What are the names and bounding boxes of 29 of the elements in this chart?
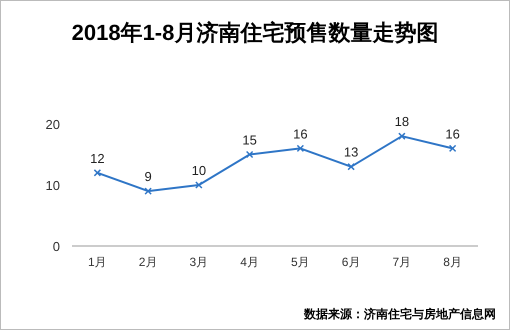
source-note: 数据来源：济南住宅与房地产信息网	[303, 307, 496, 321]
point	[296, 144, 304, 152]
data-label: 15	[242, 132, 257, 148]
x-tick-label: 3月	[190, 255, 208, 269]
data-label: 12	[90, 150, 105, 166]
point	[448, 144, 456, 152]
point	[246, 150, 254, 158]
data-label: 10	[192, 163, 206, 178]
data-label: 16	[445, 126, 460, 142]
data-label: 9	[144, 169, 152, 184]
x-tick-label: 4月	[240, 255, 259, 269]
data-label: 18	[394, 114, 410, 130]
data-label: 16	[293, 126, 308, 142]
x-tick-label: 2月	[138, 255, 158, 269]
chart-title: 2018年1-8月济南住宅预售数量走势图	[72, 20, 438, 45]
x-tick-label: 8月	[443, 255, 462, 269]
point	[195, 181, 203, 189]
data-label: 13	[344, 144, 358, 160]
y-tick-label: 10	[46, 178, 60, 193]
point	[94, 169, 102, 177]
point	[144, 187, 152, 195]
x-tick-label: 7月	[392, 255, 412, 269]
x-tick-label: 6月	[342, 255, 360, 269]
x-tick-label: 5月	[291, 255, 310, 269]
point	[398, 132, 406, 140]
y-tick-label: 0	[52, 239, 60, 254]
y-tick-label: 20	[46, 117, 60, 132]
x-tick-label: 1月	[88, 255, 107, 269]
point	[347, 162, 355, 170]
